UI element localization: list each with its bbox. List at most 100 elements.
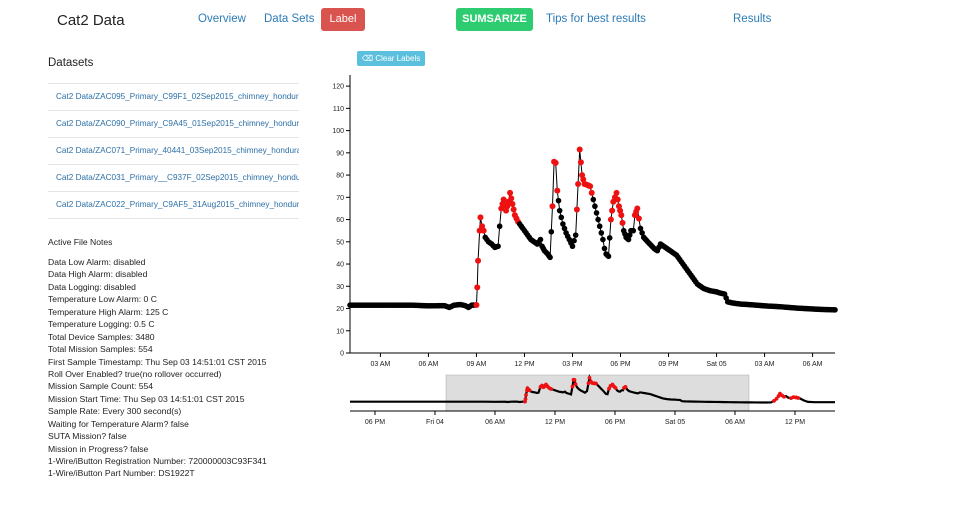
labeled-point bbox=[474, 284, 481, 291]
app-title: Cat2 Data bbox=[57, 12, 125, 29]
data-point bbox=[606, 235, 613, 241]
data-point bbox=[637, 225, 644, 232]
data-point bbox=[832, 307, 838, 313]
overview-x-tick-label: 06 PM bbox=[605, 419, 625, 426]
y-tick-label: 120 bbox=[332, 84, 344, 91]
data-point bbox=[626, 232, 633, 238]
overview-labeled-point bbox=[572, 378, 577, 382]
x-tick-label: Sat 05 bbox=[706, 361, 726, 368]
note-line: 1-Wire/iButton Part Number: DS1922T bbox=[48, 468, 195, 479]
overview-labeled-point bbox=[587, 375, 592, 380]
overview-plot[interactable]: 06 PM Fri 04 06 AM 12 PM 06 PM Sat 05 06 AM 12 … bbox=[350, 373, 835, 426]
labeled-point bbox=[552, 159, 559, 166]
y-tick-label: 30 bbox=[336, 284, 344, 291]
data-point bbox=[561, 225, 568, 232]
data-point bbox=[569, 243, 576, 250]
nav-tips-link[interactable]: Tips for best results bbox=[546, 13, 646, 25]
note-line: Data Logging: disabled bbox=[48, 281, 136, 292]
data-point bbox=[495, 243, 501, 250]
overview-labeled-point bbox=[594, 381, 598, 386]
dataset-item[interactable]: Cat2 Data/ZAC022_Primary_C9AF5_31Aug2015… bbox=[48, 191, 299, 219]
main-plot[interactable]: 0 10 20 30 40 50 60 70 80 90 100 110 120 03 AM 06 AM 09… bbox=[332, 75, 838, 368]
dataset-item[interactable]: Cat2 Data/ZAC071_Primary_40441_03Sep2015… bbox=[48, 137, 299, 164]
overview-labeled-point bbox=[623, 385, 628, 389]
overview-x-tick-label: 12 PM bbox=[545, 419, 565, 426]
eraser-icon: ⌫ bbox=[361, 54, 374, 63]
x-tick-label: 03 AM bbox=[370, 361, 390, 368]
nav-datasets-link[interactable]: Data Sets bbox=[264, 13, 315, 25]
overview-labeled-point bbox=[527, 388, 532, 393]
y-tick-label: 110 bbox=[333, 106, 344, 113]
note-line: Waiting for Temperature Alarm? false bbox=[48, 418, 189, 429]
labeled-point bbox=[477, 214, 484, 221]
label-button[interactable]: Label bbox=[321, 8, 365, 31]
y-tick-label: 10 bbox=[336, 328, 344, 335]
x-tick-label: 03 AM bbox=[755, 361, 775, 368]
dataset-item[interactable]: Cat2 Data/ZAC090_Primary_C9A45_01Sep2015… bbox=[48, 110, 299, 137]
note-line: Mission in Progress? false bbox=[48, 443, 149, 454]
note-line: 1-Wire/iButton Registration Number: 7200… bbox=[48, 456, 267, 466]
overview-labeled-point bbox=[796, 396, 800, 400]
overview-labeled-point bbox=[613, 386, 618, 390]
note-line: Temperature Low Alarm: 0 C bbox=[48, 294, 157, 305]
labeled-point bbox=[634, 205, 641, 212]
x-tick-label: 03 PM bbox=[562, 361, 582, 368]
labeled-point bbox=[573, 206, 580, 213]
x-tick-label: 06 PM bbox=[610, 361, 630, 368]
labeled-point bbox=[507, 189, 514, 196]
data-point bbox=[496, 223, 503, 230]
note-line: Temperature Logging: 0.5 C bbox=[48, 319, 155, 330]
data-point bbox=[555, 197, 562, 204]
labeled-point bbox=[613, 189, 620, 196]
labeled-point bbox=[588, 189, 595, 196]
data-point bbox=[558, 214, 565, 221]
note-line: Mission Sample Count: 554 bbox=[48, 381, 154, 392]
overview-labeled-point bbox=[573, 382, 578, 387]
data-point bbox=[600, 236, 606, 243]
summarize-button[interactable]: SUMSARIZE bbox=[456, 8, 533, 31]
overview-labeled-point bbox=[782, 394, 786, 399]
data-point bbox=[625, 236, 632, 243]
data-point bbox=[639, 230, 645, 236]
overview-labeled-point bbox=[524, 392, 528, 397]
labeled-point bbox=[607, 216, 614, 223]
overview-x-tick-label: 06 PM bbox=[365, 419, 385, 426]
labeled-point bbox=[509, 200, 516, 207]
y-tick-label: 70 bbox=[336, 195, 344, 202]
data-point bbox=[593, 210, 600, 216]
note-line: Total Device Samples: 3480 bbox=[48, 331, 155, 342]
labeled-point bbox=[619, 219, 626, 226]
labeled-point bbox=[475, 257, 482, 264]
data-point bbox=[571, 237, 577, 244]
overview-labeled-point bbox=[774, 396, 779, 401]
labeled-point bbox=[577, 159, 584, 166]
dataset-item[interactable]: Cat2 Data/ZAC031_Primary__C937F_02Sep201… bbox=[48, 164, 299, 191]
overview-labeled-point bbox=[549, 387, 553, 391]
note-line: Roll Over Enabled? true(no rollover occu… bbox=[48, 368, 222, 379]
overview-x-tick-label: Fri 04 bbox=[426, 419, 444, 426]
labeled-point bbox=[500, 196, 507, 203]
overview-x-tick-label: Sat 05 bbox=[665, 419, 685, 426]
data-point bbox=[595, 216, 601, 223]
note-line: Mission Start Time: Thu Sep 03 14:51:01 … bbox=[48, 393, 245, 404]
top-nav: Cat2 Data Overview Data Sets Label SUMSA… bbox=[0, 0, 954, 40]
y-tick-label: 60 bbox=[336, 217, 344, 224]
labeled-point bbox=[473, 301, 480, 308]
x-tick-label: 06 AM bbox=[419, 361, 439, 368]
x-tick-label: 12 PM bbox=[514, 361, 534, 368]
note-line: First Sample Timestamp: Thu Sep 03 14:51… bbox=[48, 356, 267, 367]
data-point bbox=[596, 223, 603, 230]
y-tick-label: 80 bbox=[336, 173, 344, 180]
temperature-chart[interactable]: 0 10 20 30 40 50 60 70 80 90 100 110 120 03 AM 06 AM 09… bbox=[330, 70, 845, 440]
overview-x-tick-label: 12 PM bbox=[785, 419, 805, 426]
file-notes-heading: Active File Notes bbox=[48, 237, 113, 247]
dataset-item[interactable]: Cat2 Data/ZAC095_Primary_C99F1_02Sep2015… bbox=[48, 83, 299, 110]
clear-labels-button[interactable]: ⌫ Clear Labels bbox=[357, 51, 425, 66]
x-tick-label: 09 AM bbox=[467, 361, 487, 368]
y-tick-label: 100 bbox=[332, 128, 344, 135]
labeled-point bbox=[576, 146, 583, 153]
nav-results-link[interactable]: Results bbox=[733, 13, 772, 25]
data-point bbox=[556, 207, 563, 214]
nav-overview-link[interactable]: Overview bbox=[198, 13, 246, 25]
labeled-point bbox=[510, 206, 517, 213]
